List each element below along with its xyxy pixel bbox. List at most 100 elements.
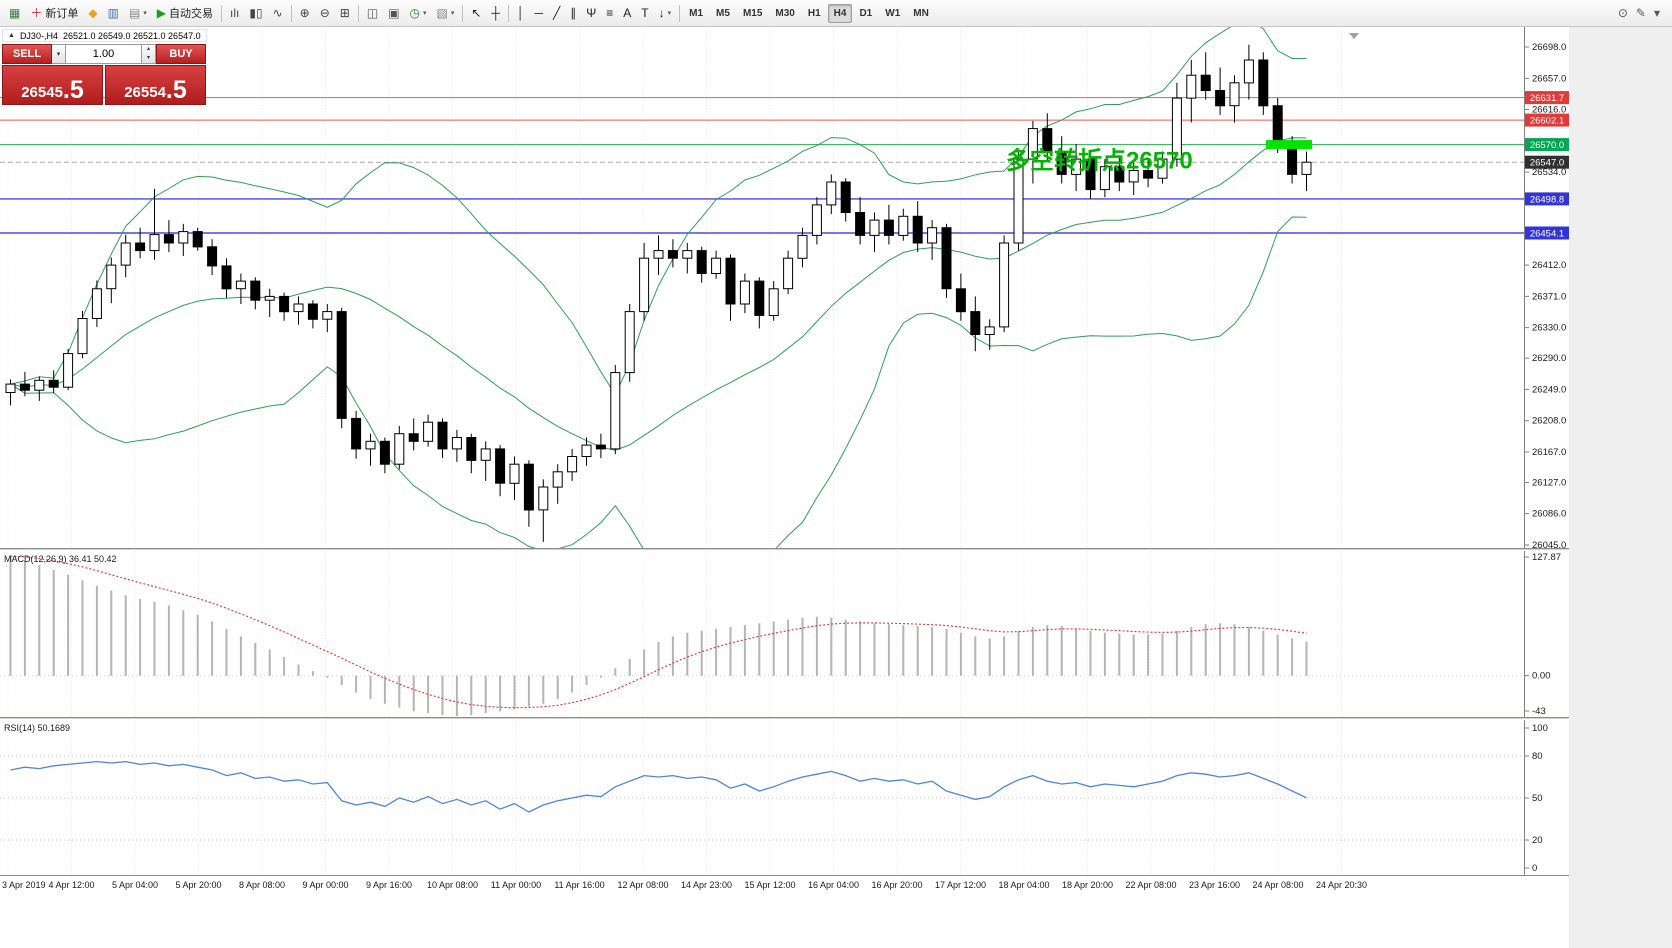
text-icon[interactable]: A xyxy=(618,3,636,24)
panel-splitter-rsi[interactable] xyxy=(0,717,1569,720)
time-label: 5 Apr 20:00 xyxy=(175,880,222,890)
new-chart-icon[interactable]: ▦ xyxy=(4,3,25,24)
chart-title-bar: ▲ DJ30-,H4 26521.0 26549.0 26521.0 26547… xyxy=(2,29,207,42)
chart-symbol-period: DJ30-,H4 xyxy=(19,30,58,41)
charts-window-icon[interactable]: ▥ xyxy=(103,3,124,24)
zoom-in-icon[interactable]: ⊕ xyxy=(295,3,315,24)
toolbar-overflow-icon[interactable]: ▾ xyxy=(1653,6,1660,20)
mql-community-icon: ◆ xyxy=(88,6,98,20)
svg-text:100: 100 xyxy=(1532,723,1548,734)
sell-price-button[interactable]: 26545.5 xyxy=(2,65,103,105)
timeframe-M30-button[interactable]: M30 xyxy=(775,7,795,19)
rsi-panel[interactable]: 100 80 50 20 0 xyxy=(0,720,1672,875)
vertical-line-icon: │ xyxy=(516,6,525,20)
new-chart-icon: ▦ xyxy=(9,6,21,20)
timeframe-W1-button[interactable]: W1 xyxy=(885,7,901,19)
chart-collapse-icon[interactable]: ▲ xyxy=(8,32,15,39)
profiles-icon[interactable]: ▤ ▾ xyxy=(124,3,152,24)
sell-button[interactable]: SELL xyxy=(2,44,52,64)
time-label: 9 Apr 00:00 xyxy=(302,880,349,890)
buy-price-fraction: .5 xyxy=(165,75,187,104)
autotrading-button[interactable]: ▶ 自动交易 xyxy=(152,3,218,24)
tile-windows-icon[interactable]: ⊞ xyxy=(335,3,355,24)
time-label: 4 Apr 12:00 xyxy=(48,880,95,890)
indicators-icon: ◷ xyxy=(409,6,421,20)
fibonacci-icon[interactable]: ≡ xyxy=(601,3,618,24)
new-order-button: ＋ xyxy=(30,6,43,20)
tile-windows-icon: ⊞ xyxy=(339,6,350,20)
price-chart[interactable]: 多空转折点26570 26698.026657.026616.026534.026… xyxy=(0,27,1672,548)
volume-spinner[interactable]: ▴ ▾ xyxy=(142,44,156,64)
indicators-icon[interactable]: ◷ ▾ xyxy=(405,3,432,24)
spinner-down-icon[interactable]: ▾ xyxy=(146,55,150,61)
svg-text:26127.0: 26127.0 xyxy=(1532,478,1566,489)
templates-icon[interactable]: ▧ ▾ xyxy=(432,3,460,24)
andrews-pitchfork-icon: Ψ xyxy=(586,6,597,20)
arrange-windows-icon[interactable]: ◫ xyxy=(362,3,383,24)
toolbar-right-icons: ⊙ ✎ ▾ xyxy=(1618,6,1668,20)
candlestick-chart-icon: ▮▯ xyxy=(249,6,263,20)
timeframe-M5-button[interactable]: M5 xyxy=(716,7,730,19)
trendline-icon[interactable]: ╱ xyxy=(548,3,565,24)
svg-text:26371.0: 26371.0 xyxy=(1532,291,1566,302)
svg-text:26498.8: 26498.8 xyxy=(1530,194,1564,205)
macd-panel[interactable]: 127.87 0.00 -43 xyxy=(0,551,1672,717)
arrows-icon[interactable]: ↓ ▾ xyxy=(654,3,677,24)
timeframe-D1-button[interactable]: D1 xyxy=(859,7,873,19)
equidistant-channel-icon: ∥ xyxy=(570,6,577,20)
rsi-label: RSI(14) 50.1689 xyxy=(4,723,71,733)
toolbar-separator xyxy=(679,4,681,22)
timeframe-H1-button[interactable]: H1 xyxy=(807,7,821,19)
text-label-icon[interactable]: T xyxy=(636,3,653,24)
spinner-up-icon[interactable]: ▴ xyxy=(146,46,150,52)
svg-text:26698.0: 26698.0 xyxy=(1532,42,1566,53)
macd-axis[interactable]: 127.87 0.00 -43 xyxy=(1524,551,1561,717)
time-label: 8 Apr 08:00 xyxy=(238,880,286,890)
rsi-axis[interactable]: 100 80 50 20 0 xyxy=(1524,720,1548,875)
crosshair-icon[interactable]: ┼ xyxy=(486,3,505,24)
quick-edit-icon[interactable]: ✎ xyxy=(1635,6,1646,20)
time-axis[interactable]: 3 Apr 2019 4 Apr 12:00 5 Apr 04:00 5 Apr 20… xyxy=(0,875,1569,893)
time-label: 16 Apr 20:00 xyxy=(871,880,923,890)
timeframe-MN-button[interactable]: MN xyxy=(913,7,929,19)
equidistant-channel-icon[interactable]: ∥ xyxy=(565,3,581,24)
new-order-button[interactable]: ＋新订单 xyxy=(25,3,83,24)
cascade-windows-icon: ▣ xyxy=(388,6,400,20)
turning-point-marker[interactable] xyxy=(1266,140,1312,150)
horizontal-line-icon[interactable]: ─ xyxy=(529,3,548,24)
buy-button[interactable]: BUY xyxy=(156,44,206,64)
timeframe-M15-button[interactable]: M15 xyxy=(742,7,763,19)
svg-text:26290.0: 26290.0 xyxy=(1532,353,1566,364)
turning-point-annotation[interactable]: 多空转折点26570 xyxy=(1006,147,1193,175)
panel-splitter-macd[interactable] xyxy=(0,548,1569,551)
time-label: 17 Apr 12:00 xyxy=(934,880,987,890)
fibonacci-icon: ≡ xyxy=(606,6,614,20)
one-click-trading-panel: SELL ▾ ▴ ▾ BUY 26545.5 26554.5 xyxy=(2,44,206,105)
search-icon[interactable]: ⊙ xyxy=(1617,6,1628,20)
vertical-line-icon[interactable]: │ xyxy=(512,3,530,24)
svg-text:26534.0: 26534.0 xyxy=(1532,167,1566,178)
zoom-in-icon: ⊕ xyxy=(299,6,310,20)
svg-text:26454.1: 26454.1 xyxy=(1530,229,1564,240)
buy-price-main: 26554 xyxy=(124,83,166,101)
cursor-icon[interactable]: ↖ xyxy=(466,3,486,24)
line-chart-icon[interactable]: ∿ xyxy=(268,3,288,24)
bar-chart-icon[interactable]: ılı xyxy=(225,3,244,24)
toolbar-button-label: 新订单 xyxy=(45,8,79,20)
horizontal-level-lines[interactable] xyxy=(0,97,1524,234)
andrews-pitchfork-icon[interactable]: Ψ xyxy=(581,3,601,24)
time-label: 11 Apr 00:00 xyxy=(490,880,542,890)
volume-input[interactable] xyxy=(66,44,142,64)
timeframe-H4-button[interactable]: H4 xyxy=(827,3,853,23)
price-axis[interactable]: 26698.0 26657.0 26616.0 26534.0 26412.0 26371… xyxy=(1524,27,1569,548)
svg-text:0.00: 0.00 xyxy=(1532,671,1551,682)
time-label: 24 Apr 08:00 xyxy=(1252,880,1304,890)
chart-shift-icon[interactable] xyxy=(1349,33,1359,39)
buy-price-button[interactable]: 26554.5 xyxy=(105,65,206,105)
zoom-out-icon[interactable]: ⊖ xyxy=(315,3,335,24)
cascade-windows-icon[interactable]: ▣ xyxy=(383,3,404,24)
timeframe-M1-button[interactable]: M1 xyxy=(689,7,704,19)
volume-dropdown-icon[interactable]: ▾ xyxy=(52,44,66,64)
candlestick-chart-icon[interactable]: ▮▯ xyxy=(244,3,267,24)
mql-community-icon[interactable]: ◆ xyxy=(83,3,102,24)
